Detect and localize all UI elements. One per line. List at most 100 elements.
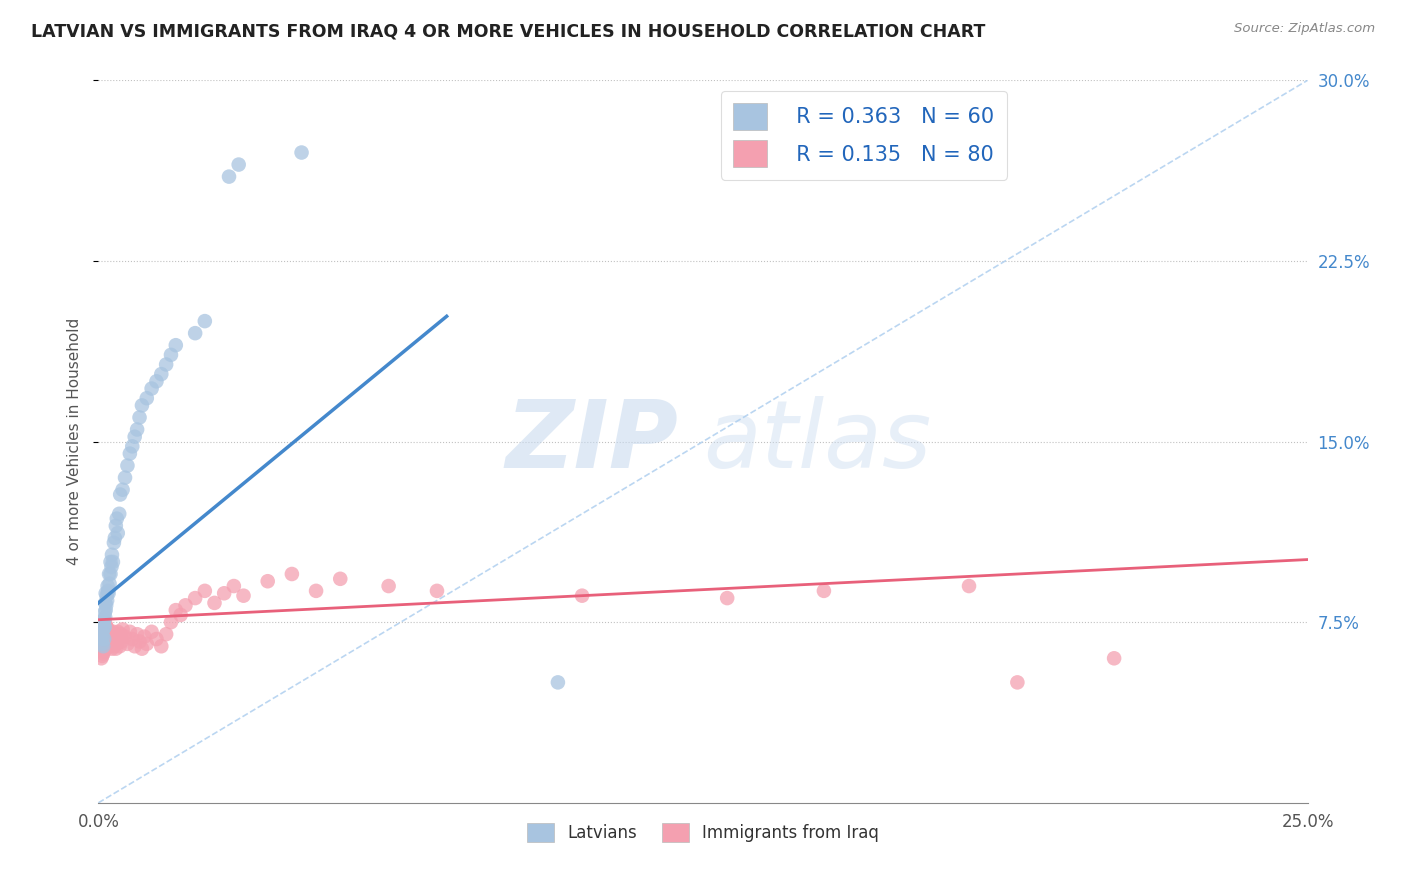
Point [93, 627, 115, 641]
Point [547, 675, 569, 690]
Point [94, 610, 117, 624]
Point [103, 639, 125, 653]
Point [377, 579, 399, 593]
Text: Source: ZipAtlas.com: Source: ZipAtlas.com [1234, 22, 1375, 36]
Point [100, 639, 122, 653]
Point [111, 483, 134, 497]
Point [305, 583, 328, 598]
Point [94, 624, 117, 639]
Point [101, 548, 124, 562]
Point [100, 567, 122, 582]
Point [101, 555, 124, 569]
Point [716, 591, 738, 605]
Point [232, 589, 254, 603]
Point [96, 627, 118, 641]
Point [103, 632, 125, 646]
Point [90, 620, 112, 634]
Point [329, 572, 352, 586]
Point [104, 641, 127, 656]
Text: LATVIAN VS IMMIGRANTS FROM IRAQ 4 OR MORE VEHICLES IN HOUSEHOLD CORRELATION CHAR: LATVIAN VS IMMIGRANTS FROM IRAQ 4 OR MOR… [31, 22, 986, 40]
Point [155, 627, 177, 641]
Point [93, 637, 115, 651]
Point [184, 326, 207, 340]
Point [150, 367, 173, 381]
Point [90, 651, 112, 665]
Point [218, 169, 240, 184]
Point [135, 637, 157, 651]
Point [93, 620, 115, 634]
Point [145, 632, 167, 646]
Point [94, 596, 117, 610]
Point [104, 627, 127, 641]
Point [290, 145, 312, 160]
Point [957, 579, 980, 593]
Point [91, 641, 114, 656]
Point [256, 574, 278, 589]
Point [97, 623, 120, 637]
Point [90, 632, 112, 646]
Point [111, 623, 134, 637]
Point [165, 603, 187, 617]
Point [96, 620, 118, 634]
Point [96, 632, 118, 646]
Legend: Latvians, Immigrants from Iraq: Latvians, Immigrants from Iraq [520, 816, 886, 848]
Point [91, 647, 114, 661]
Point [107, 632, 129, 646]
Point [98, 637, 121, 651]
Point [121, 439, 143, 453]
Point [93, 632, 115, 646]
Text: ZIP: ZIP [506, 395, 679, 488]
Point [426, 583, 449, 598]
Point [124, 639, 146, 653]
Point [127, 422, 149, 436]
Point [105, 637, 128, 651]
Point [141, 624, 163, 639]
Point [93, 634, 115, 648]
Point [128, 410, 150, 425]
Point [169, 607, 191, 622]
Point [93, 617, 115, 632]
Point [104, 518, 127, 533]
Point [101, 630, 124, 644]
Point [93, 644, 115, 658]
Point [100, 627, 122, 641]
Point [100, 559, 122, 574]
Point [101, 637, 124, 651]
Point [121, 632, 143, 646]
Point [1102, 651, 1125, 665]
Point [124, 430, 146, 444]
Point [160, 615, 183, 630]
Point [97, 634, 120, 648]
Point [118, 446, 141, 460]
Point [104, 531, 127, 545]
Point [174, 599, 197, 613]
Point [94, 630, 117, 644]
Point [228, 157, 250, 171]
Point [105, 511, 128, 525]
Point [117, 458, 139, 473]
Point [114, 470, 136, 484]
Point [131, 398, 153, 412]
Point [134, 630, 156, 644]
Point [165, 338, 187, 352]
Point [90, 644, 112, 658]
Point [108, 639, 131, 653]
Point [184, 591, 207, 605]
Point [194, 314, 217, 328]
Point [108, 487, 131, 501]
Point [91, 630, 114, 644]
Point [131, 641, 153, 656]
Point [90, 627, 112, 641]
Point [98, 632, 121, 646]
Point [94, 586, 117, 600]
Point [91, 648, 114, 663]
Point [90, 615, 112, 630]
Point [96, 593, 118, 607]
Point [1007, 675, 1029, 690]
Point [97, 586, 120, 600]
Point [281, 567, 304, 582]
Point [91, 637, 114, 651]
Point [101, 641, 124, 656]
Point [96, 599, 118, 613]
Point [105, 630, 128, 644]
